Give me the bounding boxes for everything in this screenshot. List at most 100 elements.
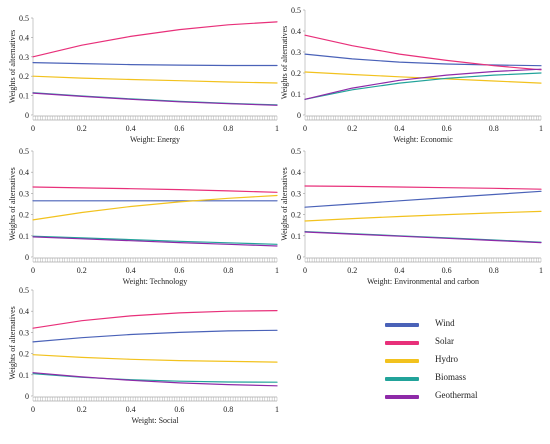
y-axis-title: Weights of alternatives — [8, 167, 17, 241]
y-tick-label: 0 — [25, 392, 29, 401]
x-tick-label: 0 — [31, 124, 35, 133]
x-tick-label: 0.4 — [394, 124, 404, 133]
chart-panel-1: 0 0.1 0.2 0.3 0.4 0.5 0 0.2 0.4 0.6 0.8 1 Weight: En… — [8, 14, 279, 144]
y-tick-label: 0.4 — [19, 33, 29, 42]
y-tick-label: 0.5 — [291, 6, 301, 15]
y-axis-title: Weights of alternatives — [280, 167, 289, 241]
legend-item-solar: Solar — [385, 335, 505, 352]
x-tick-label: 1 — [275, 124, 279, 133]
series-line-solar — [32, 310, 278, 329]
x-tick-label: 0.6 — [174, 266, 184, 275]
x-tick-label: 0.4 — [126, 405, 136, 414]
y-tick-label: 0 — [25, 253, 29, 262]
legend-swatch-solar — [385, 341, 419, 345]
series-line-biomass — [32, 373, 278, 383]
x-tick-label: 0.4 — [126, 266, 136, 275]
x-tick-label: 1 — [275, 266, 279, 275]
legend-label-biomass: Biomass — [435, 372, 467, 382]
series-line-biomass — [32, 235, 278, 245]
x-tick-label: 0.2 — [77, 124, 87, 133]
y-axis-title: Weights of alternatives — [280, 26, 289, 100]
legend-label-wind: Wind — [435, 318, 455, 328]
series-line-biomass — [304, 72, 542, 100]
series-line-wind — [304, 190, 542, 208]
chart-panel-3: 0 0.1 0.2 0.3 0.4 0.5 0 0.2 0.4 0.6 0.8 1 Weight: Te… — [8, 147, 279, 286]
x-tick-label: 0.6 — [174, 124, 184, 133]
y-tick-label: 0.2 — [19, 211, 29, 220]
chart-panel-5: 0 0.1 0.2 0.3 0.4 0.5 0 0.2 0.4 0.6 0.8 1 Weight: So… — [8, 286, 279, 425]
y-tick-label: 0.1 — [291, 90, 301, 99]
x-tick-label: 0 — [31, 266, 35, 275]
series-line-biomass — [32, 92, 278, 106]
series-line-wind — [32, 329, 278, 343]
chart-panel-2: 0 0.1 0.2 0.3 0.4 0.5 0 0.2 0.4 0.6 0.8 1 Weight: Ec… — [280, 6, 543, 144]
y-tick-label: 0.2 — [291, 211, 301, 220]
y-tick-label: 0.3 — [19, 53, 29, 62]
y-tick-label: 0.4 — [19, 168, 29, 177]
y-tick-label: 0.3 — [19, 189, 29, 198]
x-tick-label: 0.8 — [223, 124, 233, 133]
x-tick-label: 0 — [303, 266, 307, 275]
legend-item-hydro: Hydro — [385, 353, 505, 370]
y-tick-label: 0.5 — [19, 147, 29, 156]
x-tick-label: 0.2 — [347, 266, 357, 275]
x-axis-title: Weight: Economic — [393, 135, 453, 144]
y-tick-label: 0.4 — [291, 168, 301, 177]
x-tick-label: 0.2 — [77, 405, 87, 414]
x-tick-label: 0.2 — [347, 124, 357, 133]
legend-label-solar: Solar — [435, 336, 454, 346]
series-line-hydro — [32, 75, 278, 84]
series-line-solar — [304, 185, 542, 190]
series-line-wind — [304, 53, 542, 67]
x-axis-title: Weight: Technology — [123, 277, 188, 286]
x-axis-title: Weight: Environmental and carbon — [367, 277, 479, 286]
series-line-wind — [32, 61, 278, 67]
x-tick-label: 1 — [275, 405, 279, 414]
x-tick-label: 0.2 — [77, 266, 87, 275]
series-line-geothermal — [32, 236, 278, 247]
y-tick-label: 0.1 — [19, 92, 29, 101]
y-tick-label: 0.1 — [19, 371, 29, 380]
x-minor-ticks — [32, 116, 278, 120]
y-tick-label: 0.1 — [291, 232, 301, 241]
x-axis-title: Weight: Energy — [130, 135, 180, 144]
series-line-geothermal — [32, 92, 278, 106]
x-tick-label: 0 — [303, 124, 307, 133]
x-tick-label: 0.8 — [223, 405, 233, 414]
y-tick-label: 0.2 — [19, 350, 29, 359]
series-line-geothermal — [32, 372, 278, 387]
legend-label-hydro: Hydro — [435, 354, 458, 364]
x-minor-ticks — [32, 258, 278, 262]
y-axis-title: Weights of alternatives — [8, 30, 17, 104]
legend-item-biomass: Biomass — [385, 371, 505, 388]
legend-swatch-biomass — [385, 377, 419, 381]
legend-item-wind: Wind — [385, 317, 505, 334]
series-line-solar — [32, 21, 278, 58]
x-tick-label: 0.4 — [126, 124, 136, 133]
x-tick-label: 0.6 — [442, 266, 452, 275]
y-tick-label: 0.2 — [291, 69, 301, 78]
x-tick-label: 0.6 — [442, 124, 452, 133]
legend-label-geothermal: Geothermal — [435, 390, 478, 400]
y-tick-label: 0 — [297, 111, 301, 120]
x-axis-title: Weight: Social — [131, 416, 179, 425]
y-tick-label: 0.5 — [19, 286, 29, 295]
x-minor-ticks — [32, 397, 278, 401]
x-tick-label: 0.8 — [489, 266, 499, 275]
y-tick-label: 0.3 — [291, 189, 301, 198]
y-tick-label: 0.3 — [291, 48, 301, 57]
y-tick-label: 0.5 — [19, 14, 29, 23]
series-line-solar — [32, 186, 278, 193]
y-tick-label: 0.2 — [19, 72, 29, 81]
x-tick-label: 0 — [31, 405, 35, 414]
legend-swatch-wind — [385, 323, 419, 327]
x-minor-ticks — [304, 116, 542, 120]
series-line-hydro — [32, 354, 278, 363]
x-tick-label: 0.8 — [489, 124, 499, 133]
y-tick-label: 0.3 — [19, 328, 29, 337]
series-line-hydro — [32, 194, 278, 221]
y-tick-label: 0.4 — [19, 307, 29, 316]
series-line-geothermal — [304, 68, 542, 100]
x-tick-label: 0.8 — [223, 266, 233, 275]
